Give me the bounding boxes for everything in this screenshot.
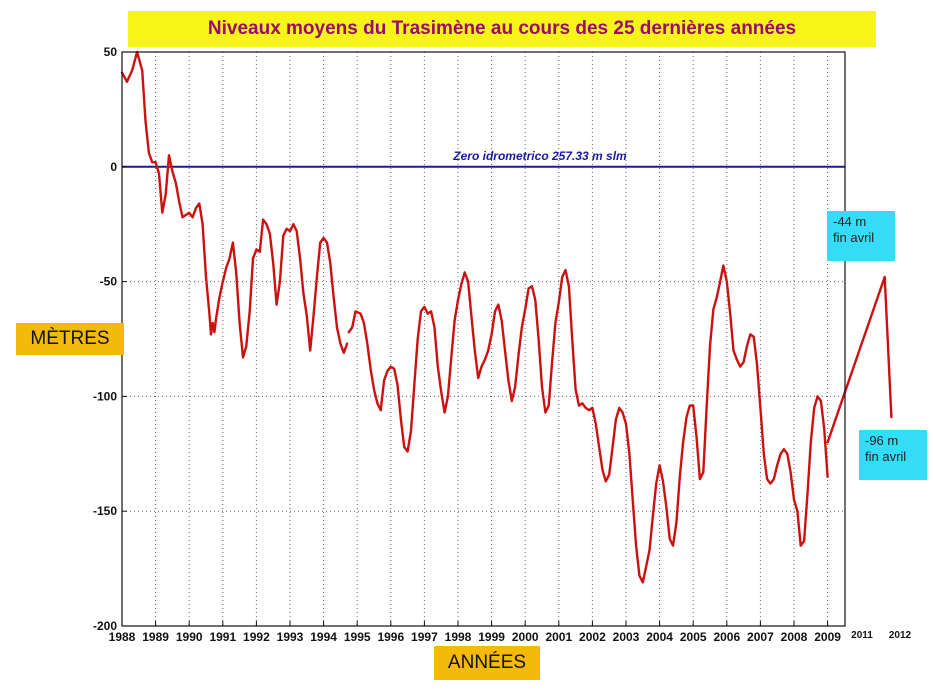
annotation-bottom-caption: fin avril [865,449,907,464]
y-tick-label-50: 50 [104,45,118,59]
grid-lines [122,52,845,626]
x-tick-label-2001: 2001 [545,630,572,644]
x-tick-label-2000: 2000 [512,630,539,644]
x-tick-label-1990: 1990 [176,630,203,644]
axes-frame [121,51,846,627]
x-tick-label-2006: 2006 [713,630,740,644]
y-axis-label: MÈTRES [16,323,124,355]
y-tick-label--100: -100 [93,389,117,403]
x-tick-label-1995: 1995 [344,630,371,644]
y-tick-label-0: 0 [110,160,117,174]
x-tick-labels: 1988 1989 1990 1991 1992 1993 1994 1995 1996 1997… [109,621,912,644]
annotation-top-caption: fin avril [833,230,875,245]
chart-title: Niveaux moyens du Trasimène au cours des… [128,11,876,47]
x-tick-label-1997: 1997 [411,630,438,644]
y-tick-label--50: -50 [100,275,118,289]
series-line-0 [120,50,829,584]
x-tick-label-1998: 1998 [445,630,472,644]
x-tick-label-2005: 2005 [680,630,707,644]
y-tick-labels: 50 0 -50 -100 -150 -200 [93,45,127,633]
reference-line-group: Zero idrometrico 257.33 m slm [122,149,845,168]
x-tick-label-1999: 1999 [478,630,505,644]
x-tick-label-1989: 1989 [142,630,169,644]
x-tick-label-2009: 2009 [814,630,841,644]
annotation-bottom-value: -96 m [865,433,899,448]
x-tick-label-2003: 2003 [613,630,640,644]
x-tick-label-2002: 2002 [579,630,606,644]
x-tick-label-1991: 1991 [209,630,236,644]
y-tick-label--150: -150 [93,504,117,518]
y-tick-label--200: -200 [93,619,117,633]
x-tick-label-extra-2012: 2012 [889,630,912,641]
reference-line-label: Zero idrometrico 257.33 m slm [452,149,627,163]
x-axis-label: ANNÉES [434,646,540,680]
x-tick-label-2004: 2004 [646,630,673,644]
series-group [120,50,893,584]
x-tick-label-1996: 1996 [377,630,404,644]
series-line-1 [826,275,893,444]
x-tick-label-1993: 1993 [277,630,304,644]
annotation-top: -44 m fin avril [827,211,895,261]
x-tick-label-1988: 1988 [109,630,136,644]
x-tick-label-extra-2011: 2011 [851,630,873,641]
annotation-top-value: -44 m [833,214,867,229]
annotation-bottom: -96 m fin avril [859,430,927,480]
plot-frame [121,51,846,627]
x-tick-label-2007: 2007 [747,630,774,644]
x-tick-label-2008: 2008 [781,630,808,644]
x-tick-label-1992: 1992 [243,630,270,644]
x-tick-label-1994: 1994 [310,630,337,644]
